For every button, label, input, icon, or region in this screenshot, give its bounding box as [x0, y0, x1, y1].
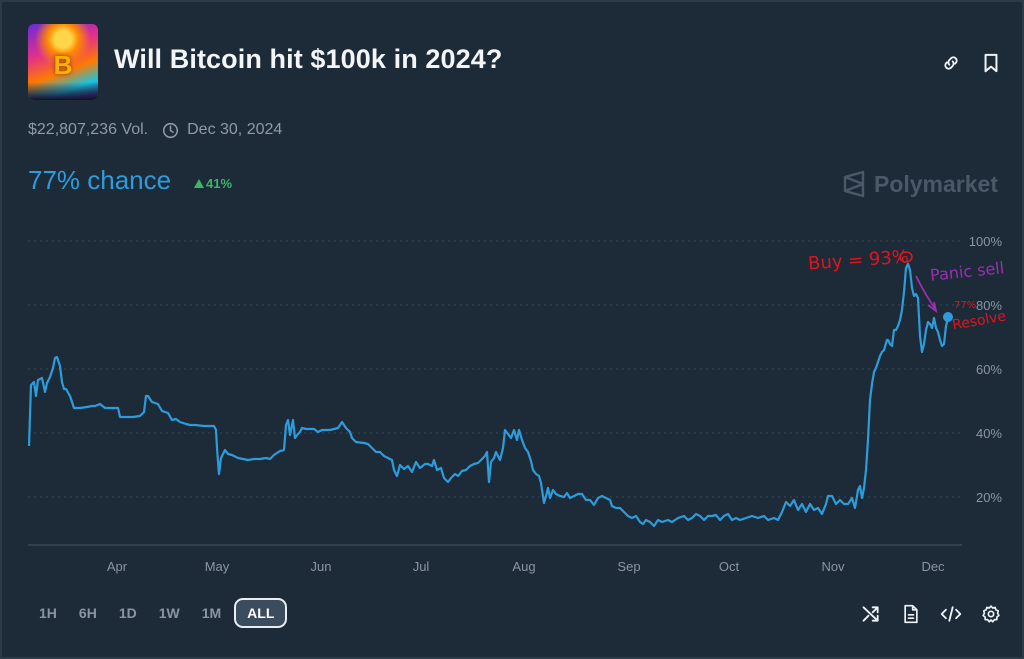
volume-text: $22,807,236 Vol.	[28, 121, 149, 138]
y-tick-80: 80%	[975, 298, 1002, 313]
bookmark-icon	[984, 53, 998, 73]
buy-annotation-text: Buy = 93%	[807, 246, 910, 275]
polymarket-logo-icon	[843, 170, 865, 198]
y-tick-60: 60%	[975, 362, 1002, 377]
y-tick-40: 40%	[975, 426, 1002, 441]
bookmark-button[interactable]	[980, 52, 1002, 74]
market-meta: $22,807,236 Vol. Dec 30, 2024	[28, 121, 282, 139]
bitcoin-logo-icon: B	[53, 50, 73, 80]
switch-outcome-button[interactable]	[860, 603, 882, 625]
y-tick-100: 100%	[968, 234, 1002, 249]
embed-button[interactable]	[940, 603, 962, 625]
crowd-silhouette	[28, 82, 98, 100]
y-tick-20: 20%	[975, 490, 1002, 505]
copy-link-button[interactable]	[940, 52, 962, 74]
triangle-up-icon	[194, 179, 204, 188]
range-6h[interactable]: 6H	[78, 605, 97, 621]
x-tick-apr: Apr	[106, 559, 128, 574]
range-1h[interactable]: 1H	[39, 605, 57, 621]
x-tick-jul: Jul	[412, 559, 430, 574]
document-icon	[904, 604, 918, 624]
x-tick-may: May	[204, 559, 230, 574]
x-tick-oct: Oct	[718, 559, 740, 574]
market-title: Will Bitcoin hit $100k in 2024?	[114, 44, 503, 74]
brand-name: Polymarket	[873, 170, 998, 197]
x-tick-nov: Nov	[821, 559, 845, 574]
market-thumbnail: B	[28, 24, 98, 100]
embed-code-icon	[940, 606, 962, 622]
panic-annotation-text: Panic sell	[929, 258, 1006, 285]
x-tick-sep: Sep	[617, 559, 641, 574]
chart-tools	[860, 603, 1002, 625]
polymarket-watermark: Polymarket	[842, 170, 998, 198]
range-1w[interactable]: 1W	[158, 605, 180, 621]
settings-gear-icon	[982, 605, 1000, 623]
shuffle-icon	[862, 606, 879, 622]
grid-lines	[28, 240, 962, 498]
header-actions	[940, 52, 1002, 74]
x-tick-dec: Dec	[921, 559, 945, 574]
end-date: Dec 30, 2024	[187, 121, 283, 138]
x-tick-aug: Aug	[512, 559, 536, 574]
change-value: 41%	[206, 176, 233, 191]
chance-value: 77% chance	[28, 165, 172, 195]
x-tick-jun: Jun	[310, 559, 332, 574]
price-line	[27, 262, 950, 528]
range-1m[interactable]: 1M	[201, 605, 222, 621]
change-badge: 41%	[194, 176, 232, 191]
rules-button[interactable]	[900, 603, 922, 625]
range-all[interactable]: ALL	[234, 598, 288, 628]
clock-icon	[162, 122, 179, 139]
settings-button[interactable]	[980, 603, 1002, 625]
resolve-pct-text: 77%	[954, 300, 977, 311]
range-1d[interactable]: 1D	[118, 605, 137, 621]
link-icon	[944, 56, 958, 70]
time-range-selector: 1H 6H 1D 1W 1M ALL	[30, 598, 288, 628]
